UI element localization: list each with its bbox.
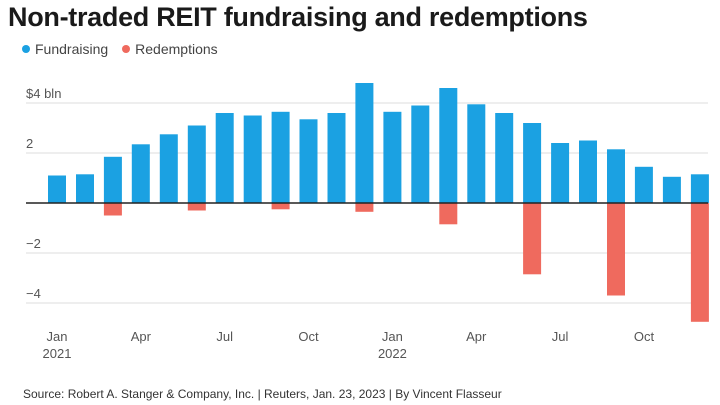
fundraising-bar [48,175,66,203]
fundraising-bar [690,174,709,203]
fundraising-bar [327,113,346,203]
redemptions-bar [439,203,458,225]
fundraising-bar [383,111,402,204]
redemptions-bar [523,203,542,275]
fundraising-bar [551,143,570,203]
redemptions-bar [187,203,206,211]
fundraising-bar [243,115,262,203]
legend-label-fundraising: Fundraising [35,41,109,57]
bar-layer [48,83,709,322]
fundraising-bar [131,144,150,204]
fundraising-bar [439,88,458,203]
y-tick-label: 2 [26,136,33,151]
x-tick-label: Jul [216,329,233,344]
fundraising-bar [523,123,542,203]
chart-title: Non-traded REIT fundraising and redempti… [8,2,588,32]
y-tick-label: −2 [26,236,41,251]
fundraising-bar [103,156,122,204]
redemptions-bar [607,203,625,296]
x-tick-label: Oct [298,329,319,344]
y-tick-label: −4 [26,286,41,301]
fundraising-bar [662,176,681,204]
legend: Fundraising Redemptions [22,41,232,57]
x-tick-label: Apr [131,329,152,344]
legend-item-fundraising: Fundraising [22,41,108,57]
fundraising-bar [634,166,653,204]
fundraising-bar [215,113,234,203]
x-tick-label: Apr [466,329,487,344]
fundraising-bar [187,125,206,203]
legend-label-redemptions: Redemptions [135,41,218,57]
fundraising-swatch [22,45,30,53]
fundraising-bar [355,83,374,203]
label-layer: $4 bln 2 −2 −4 Jan 2021 Apr Jul Oct Jan 2022 Apr Jul… [26,86,654,361]
y-tick-label: $4 bln [26,86,61,101]
redemptions-bar [690,203,709,322]
x-tick-label: Jan [382,329,403,344]
redemptions-bar [271,203,290,210]
fundraising-bar [495,113,514,203]
fundraising-bar [607,149,625,204]
redemptions-bar [103,203,122,216]
x-tick-year-label: 2022 [378,346,407,361]
fundraising-bar [271,111,290,204]
fundraising-bar [579,140,597,203]
redemptions-bar [355,203,374,212]
x-tick-label: Oct [634,329,655,344]
x-tick-year-label: 2021 [43,346,72,361]
fundraising-bar [159,134,178,204]
fundraising-bar [467,104,486,204]
x-tick-label: Jul [552,329,569,344]
fundraising-bar [299,119,318,204]
legend-item-redemptions: Redemptions [122,41,218,57]
redemptions-swatch [122,45,131,53]
bar-chart: $4 bln 2 −2 −4 Jan 2021 Apr Jul Oct Jan 2022 Apr Jul… [26,83,709,361]
fundraising-bar [76,174,94,203]
fundraising-bar [411,105,430,203]
source-note: Source: Robert A. Stanger & Company, Inc… [23,387,502,401]
x-tick-label: Jan [47,329,68,344]
